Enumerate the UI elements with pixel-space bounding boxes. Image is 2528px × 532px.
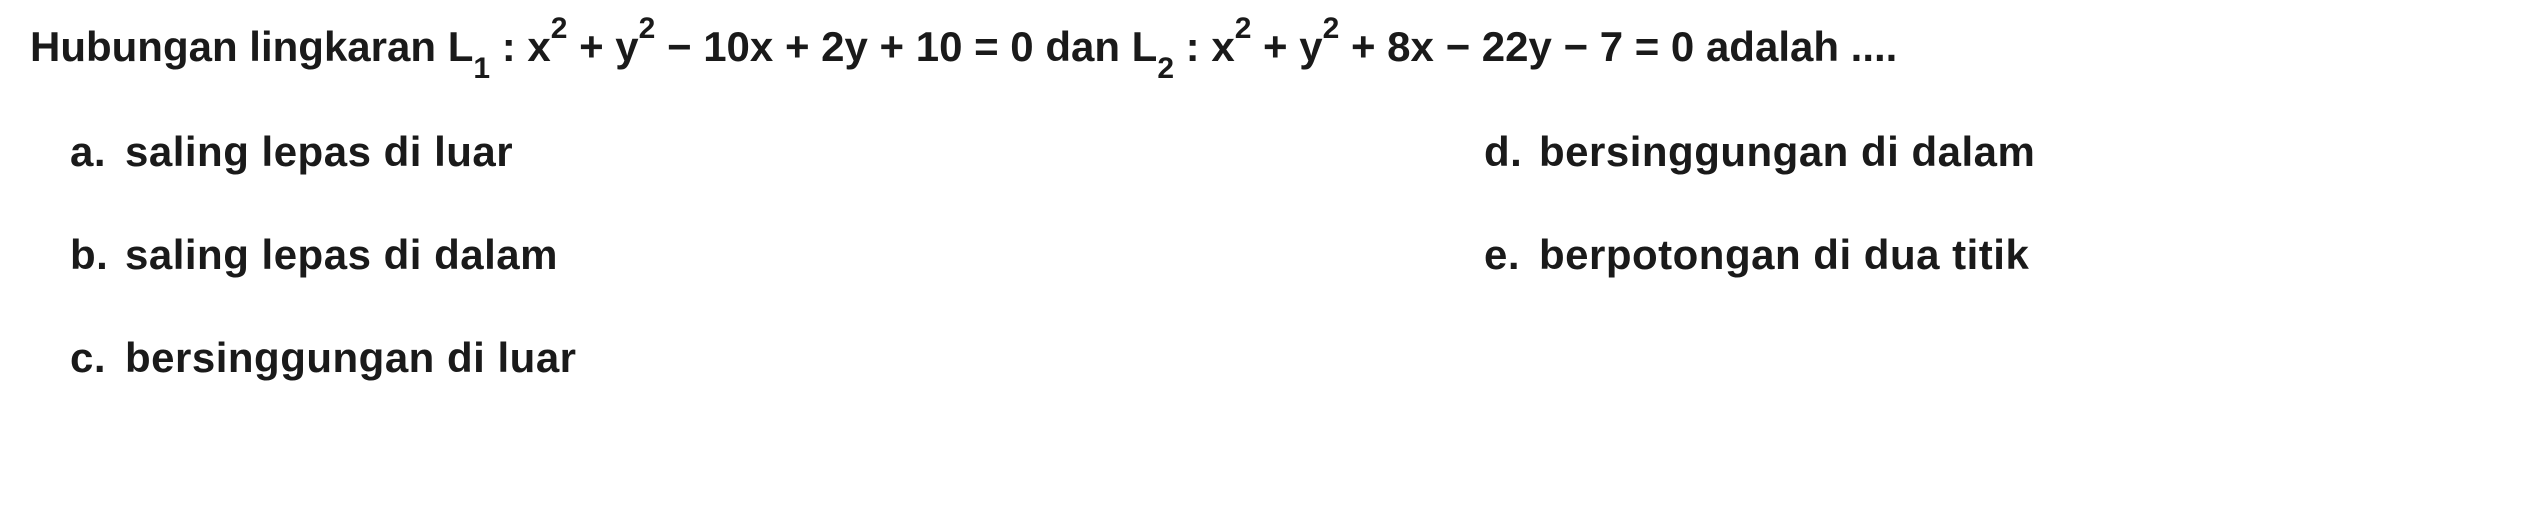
- l1-separator: :: [490, 23, 527, 70]
- option-b-label: b.: [70, 231, 125, 279]
- eq1-y-sup: 2: [639, 12, 656, 45]
- eq1-x-sup: 2: [551, 12, 568, 45]
- l2-subscript: 2: [1157, 52, 1174, 85]
- l1-label: L: [448, 23, 474, 70]
- l2-separator: :: [1174, 23, 1211, 70]
- l1-subscript: 1: [473, 52, 490, 85]
- eq2-plus1: +: [1251, 23, 1299, 70]
- l2-label: L: [1132, 23, 1158, 70]
- question-container: Hubungan lingkaran L1 : x2 + y2 − 10x + …: [30, 20, 2498, 382]
- option-e: e.berpotongan di dua titik: [1484, 231, 2498, 279]
- option-e-text: berpotongan di dua titik: [1539, 231, 2029, 278]
- eq2-x: x: [1211, 23, 1234, 70]
- option-b: b.saling lepas di dalam: [70, 231, 1084, 279]
- option-d-text: bersinggungan di dalam: [1539, 128, 2035, 175]
- option-c-text: bersinggungan di luar: [125, 334, 577, 381]
- options-grid: a.saling lepas di luar d.bersinggungan d…: [30, 128, 2498, 382]
- eq1-y: y: [615, 23, 638, 70]
- option-c: c.bersinggungan di luar: [70, 334, 1084, 382]
- eq1-plus1: +: [567, 23, 615, 70]
- eq1-rest: − 10x + 2y + 10 = 0 dan: [655, 23, 1131, 70]
- option-b-text: saling lepas di dalam: [125, 231, 558, 278]
- option-a: a.saling lepas di luar: [70, 128, 1084, 176]
- question-stem: Hubungan lingkaran L1 : x2 + y2 − 10x + …: [30, 20, 2498, 78]
- question-prefix: Hubungan lingkaran: [30, 23, 448, 70]
- eq2-rest: + 8x − 22y − 7 = 0 adalah ....: [1339, 23, 1897, 70]
- eq2-y: y: [1299, 23, 1322, 70]
- eq2-x-sup: 2: [1235, 12, 1252, 45]
- option-e-label: e.: [1484, 231, 1539, 279]
- option-d: d.bersinggungan di dalam: [1484, 128, 2498, 176]
- option-d-label: d.: [1484, 128, 1539, 176]
- eq2-y-sup: 2: [1323, 12, 1340, 45]
- eq1-x: x: [527, 23, 550, 70]
- option-c-label: c.: [70, 334, 125, 382]
- option-a-text: saling lepas di luar: [125, 128, 513, 175]
- option-a-label: a.: [70, 128, 125, 176]
